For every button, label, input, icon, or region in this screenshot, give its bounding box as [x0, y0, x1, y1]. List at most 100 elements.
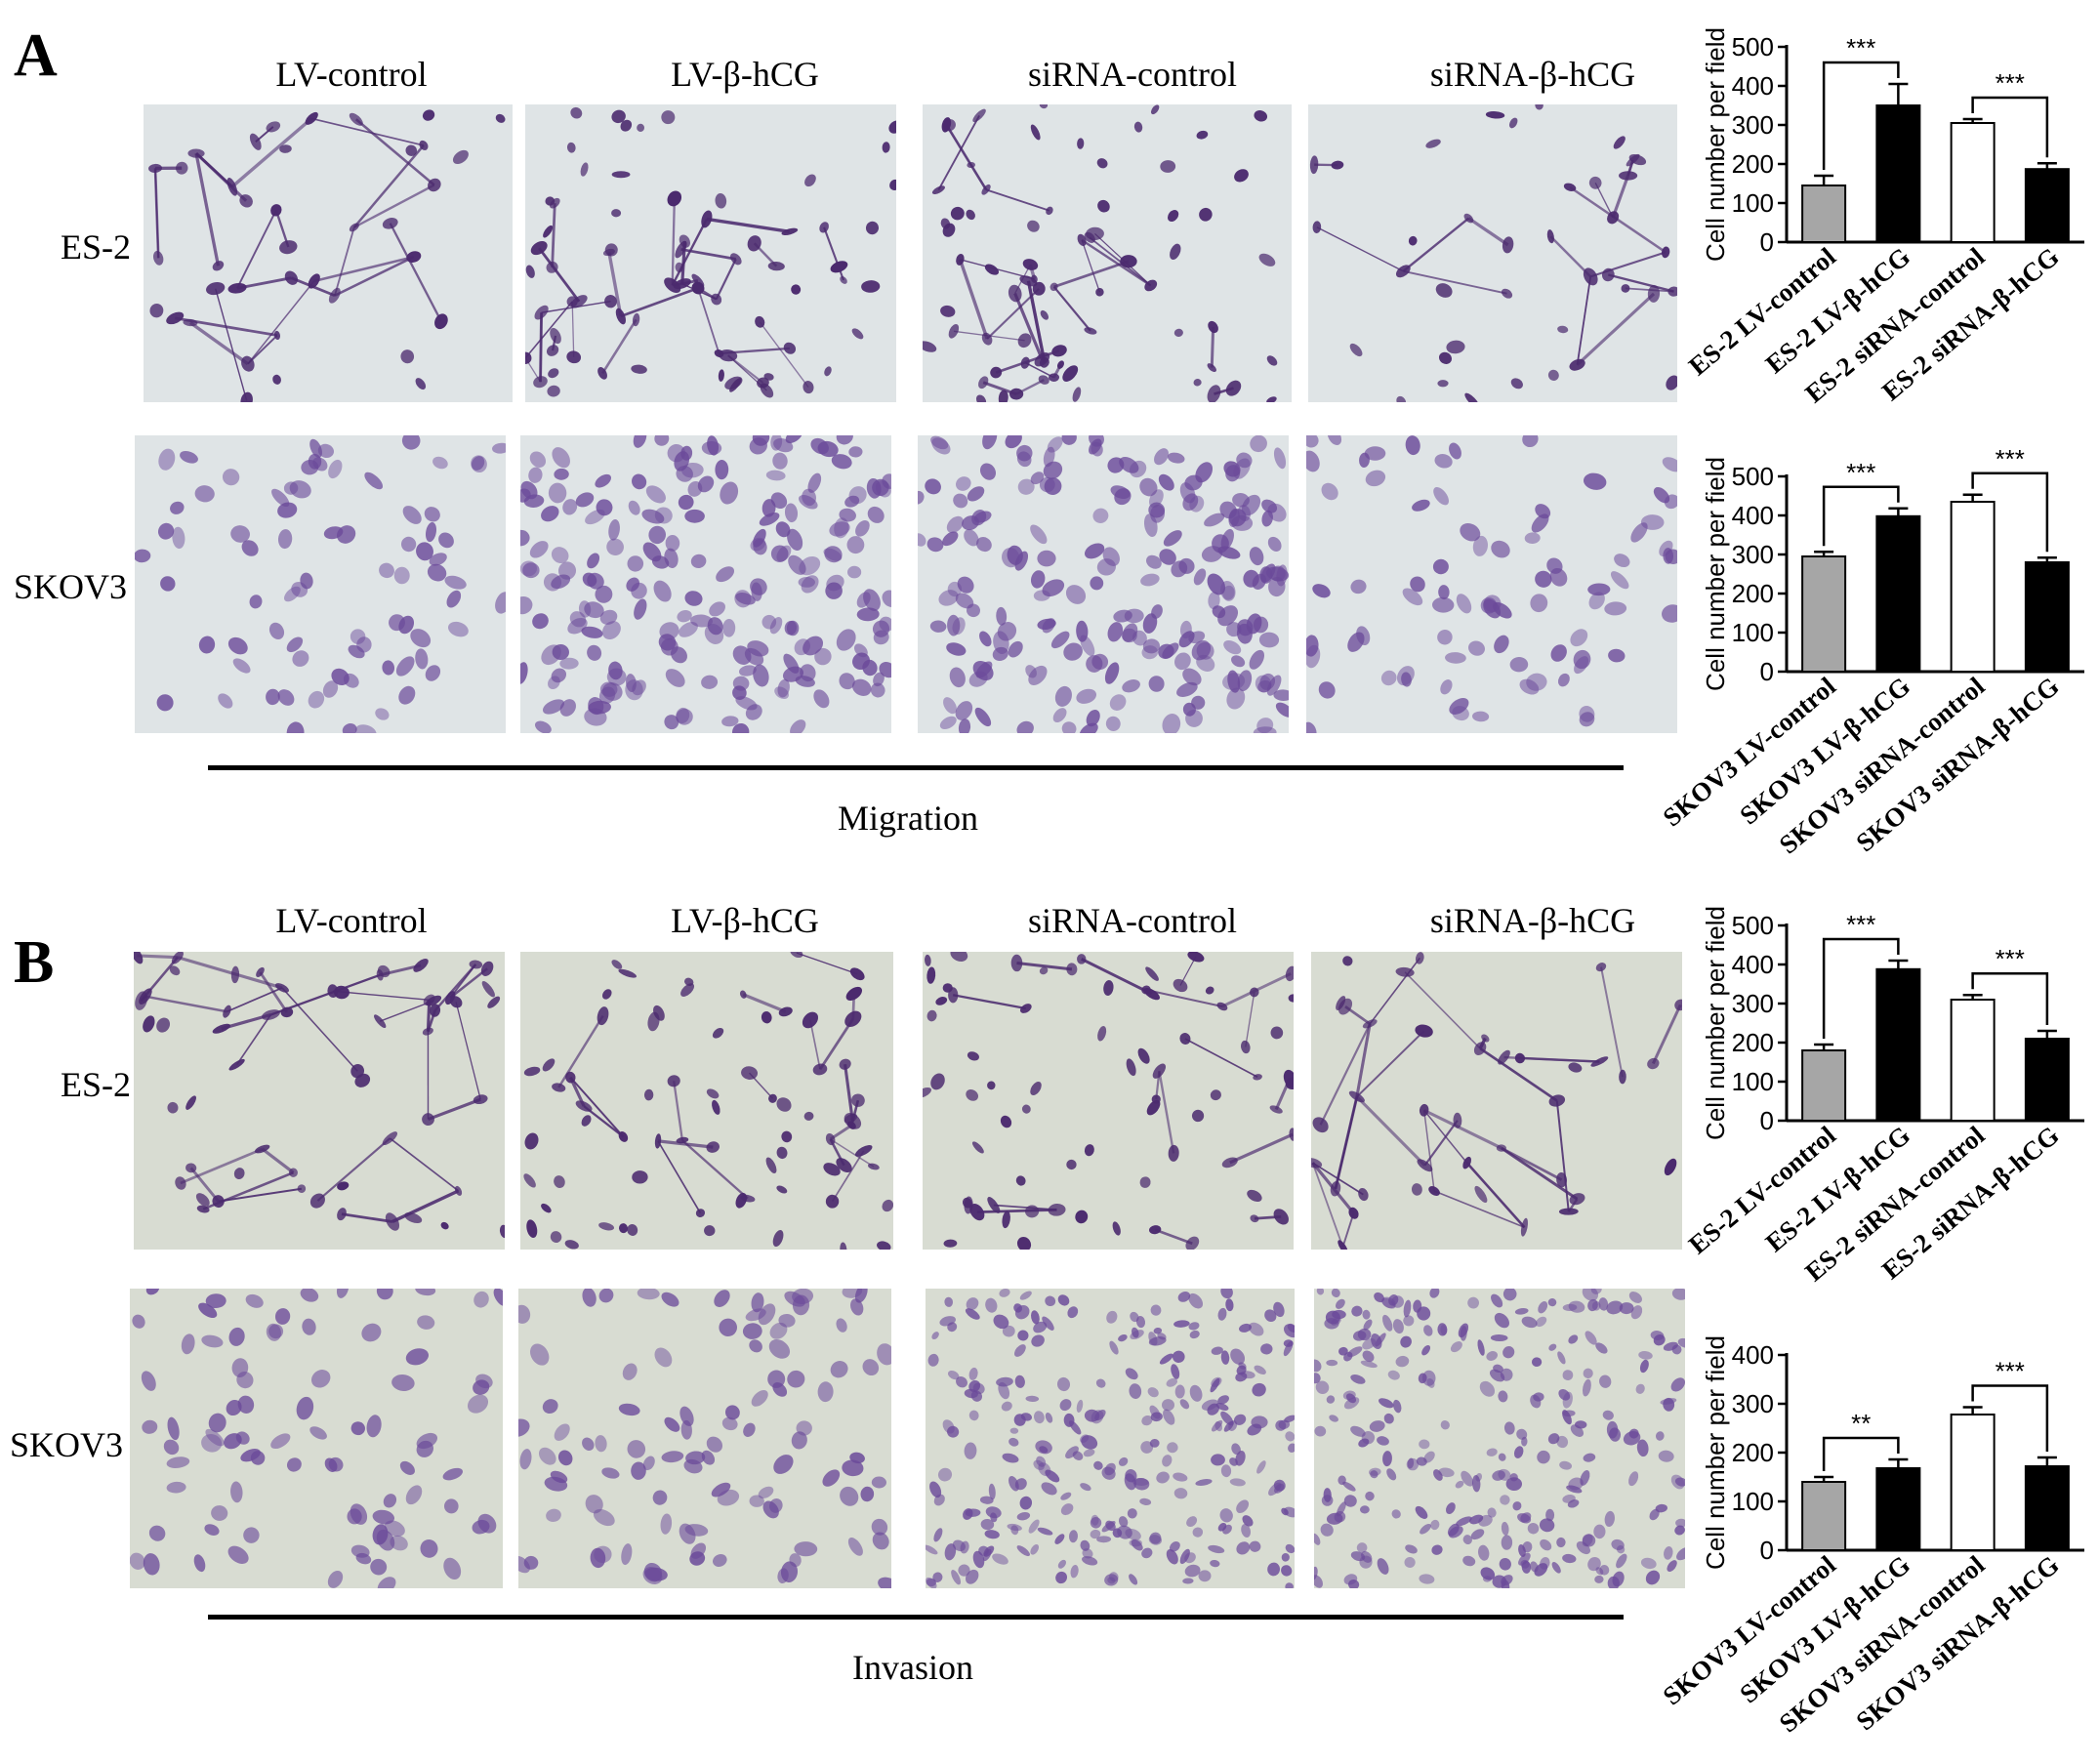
y-axis-label: Cell number per field: [1701, 27, 1730, 262]
panel-a-column-label-2: LV-β-hCG: [671, 55, 819, 94]
significance-bracket: [1822, 61, 1900, 170]
bar: [1950, 501, 1996, 673]
panel-a-column-label-4: siRNA-β-hCG: [1429, 55, 1636, 94]
micrograph-a-es2-lv-control: [144, 104, 513, 402]
bar: [1950, 999, 1996, 1122]
bar: [1950, 122, 1996, 243]
significance-bracket: [1971, 96, 2049, 158]
y-tick-label: 400: [1732, 501, 1774, 530]
bar: [1801, 185, 1847, 243]
significance-label: ***: [1846, 458, 1875, 487]
micrograph-b-es2-sirna-control: [923, 952, 1294, 1250]
bar: [1875, 1467, 1921, 1551]
panel-a-caption: Migration: [838, 799, 978, 838]
y-tick-label: 300: [1732, 540, 1774, 569]
bar: [1950, 1414, 1996, 1551]
panel-letter-b: B: [14, 929, 55, 996]
bar-chart-svg: Cell number per field 0100200300400SKOV3 …: [1658, 1335, 2084, 1738]
significance-label: ***: [1996, 68, 2025, 98]
y-tick-label: 200: [1732, 1438, 1774, 1467]
bar-chart-svg: Cell number per field 0100200300400500SKO…: [1658, 444, 2084, 859]
y-tick-label: 200: [1732, 1028, 1774, 1057]
panel-a-column-label-1: LV-control: [275, 55, 428, 94]
panel-a-row-label-skov3: SKOV3: [14, 567, 128, 606]
y-axis-label: Cell number per field: [1701, 457, 1730, 691]
micrograph-b-es2-sirna-bhcg: [1311, 952, 1682, 1250]
significance-label: ***: [1996, 444, 2025, 473]
y-axis-label: Cell number per field: [1701, 1335, 1730, 1570]
significance-label: ***: [1996, 944, 2025, 973]
micrograph-b-skov3-sirna-bhcg: [1314, 1289, 1685, 1588]
significance-bracket: [1822, 937, 1900, 1039]
bar: [2024, 1038, 2070, 1122]
bar: [2024, 168, 2070, 243]
significance-label: ***: [1846, 33, 1875, 62]
significance-bracket: [1971, 472, 2049, 553]
bar: [1875, 104, 1921, 243]
micrograph-b-es2-lv-control: [134, 952, 505, 1250]
panel-b-divider-rule: [208, 1615, 1624, 1620]
micrograph-a-es2-lv-bhcg: [525, 104, 896, 402]
bar-chart-a-es2-migration: Cell number per field 0 100 200 300 400 500 ES-…: [1683, 0, 2099, 420]
bar: [2024, 561, 2070, 673]
micrograph-a-es2-sirna-bhcg: [1308, 104, 1677, 402]
bar-chart-b-es2-invasion: Cell number per field 0 100 200 300 400 500 ES-…: [1683, 879, 2099, 1308]
bar-chart-a-skov3-migration: Cell number per field 0 100 200 300 400 500 SKO…: [1658, 430, 2099, 859]
y-tick-label: 100: [1732, 188, 1774, 218]
y-tick-label: 0: [1760, 1536, 1774, 1565]
micrograph-b-skov3-lv-control: [130, 1289, 503, 1588]
bar: [1801, 555, 1847, 673]
significance-bracket: [1971, 1384, 2049, 1452]
micrograph-b-skov3-lv-bhcg: [518, 1289, 891, 1588]
panel-b-column-label-1: LV-control: [275, 901, 428, 940]
y-tick-label: 200: [1732, 149, 1774, 179]
significance-bracket: [1971, 971, 2049, 1025]
y-tick-label: 300: [1732, 110, 1774, 140]
micrograph-a-skov3-lv-control: [135, 435, 506, 733]
bar: [1875, 514, 1921, 673]
panel-b-column-label-2: LV-β-hCG: [671, 901, 819, 940]
panel-b-row-label-es2: ES-2: [61, 1065, 131, 1104]
y-tick-label: 500: [1732, 911, 1774, 940]
micrograph-a-skov3-lv-bhcg: [520, 435, 891, 733]
micrograph-a-skov3-sirna-bhcg: [1306, 435, 1677, 733]
panel-b-column-label-3: siRNA-control: [1028, 901, 1237, 940]
panel-a-row-label-es2: ES-2: [61, 227, 131, 267]
micrograph-a-es2-sirna-control: [923, 104, 1292, 402]
significance-label: ***: [1846, 910, 1875, 939]
y-axis-label: Cell number per field: [1701, 906, 1730, 1140]
panel-letter-a: A: [14, 22, 58, 89]
bar-chart-b-skov3-invasion: Cell number per field 0 100 200 300 400 SKOV3 …: [1658, 1308, 2099, 1764]
bar: [1801, 1481, 1847, 1551]
y-tick-label: 200: [1732, 579, 1774, 608]
y-tick-label: 300: [1732, 989, 1774, 1018]
bar-chart-svg: Cell number per field 0100200300400500ES-…: [1683, 906, 2084, 1287]
y-tick-label: 400: [1732, 1340, 1774, 1370]
micrograph-b-skov3-sirna-control: [926, 1289, 1295, 1588]
bar: [1875, 967, 1921, 1122]
significance-bracket: [1822, 485, 1900, 547]
micrograph-b-es2-lv-bhcg: [520, 952, 893, 1250]
significance-bracket: [1822, 1436, 1900, 1471]
panel-b-caption: Invasion: [852, 1648, 973, 1687]
y-tick-label: 100: [1732, 1487, 1774, 1516]
panel-a-divider-rule: [208, 765, 1624, 770]
y-tick-label: 0: [1760, 1106, 1774, 1135]
micrograph-a-skov3-sirna-control: [918, 435, 1289, 733]
panel-b-row-label-skov3: SKOV3: [10, 1425, 124, 1464]
panel-b-column-label-4: siRNA-β-hCG: [1429, 901, 1636, 940]
bar: [1801, 1049, 1847, 1122]
significance-label: **: [1851, 1409, 1871, 1438]
y-tick-label: 0: [1760, 657, 1774, 686]
y-tick-label: 100: [1732, 618, 1774, 647]
bar: [2024, 1465, 2070, 1551]
y-tick-label: 500: [1732, 32, 1774, 62]
y-tick-label: 400: [1732, 950, 1774, 979]
significance-label: ***: [1996, 1357, 2025, 1386]
y-tick-label: 0: [1760, 227, 1774, 257]
bar-chart-svg: Cell number per field 0100200300400500ES-…: [1683, 27, 2084, 408]
y-tick-label: 300: [1732, 1389, 1774, 1418]
y-tick-label: 400: [1732, 71, 1774, 101]
panel-a-column-label-3: siRNA-control: [1028, 55, 1237, 94]
y-tick-label: 500: [1732, 462, 1774, 491]
